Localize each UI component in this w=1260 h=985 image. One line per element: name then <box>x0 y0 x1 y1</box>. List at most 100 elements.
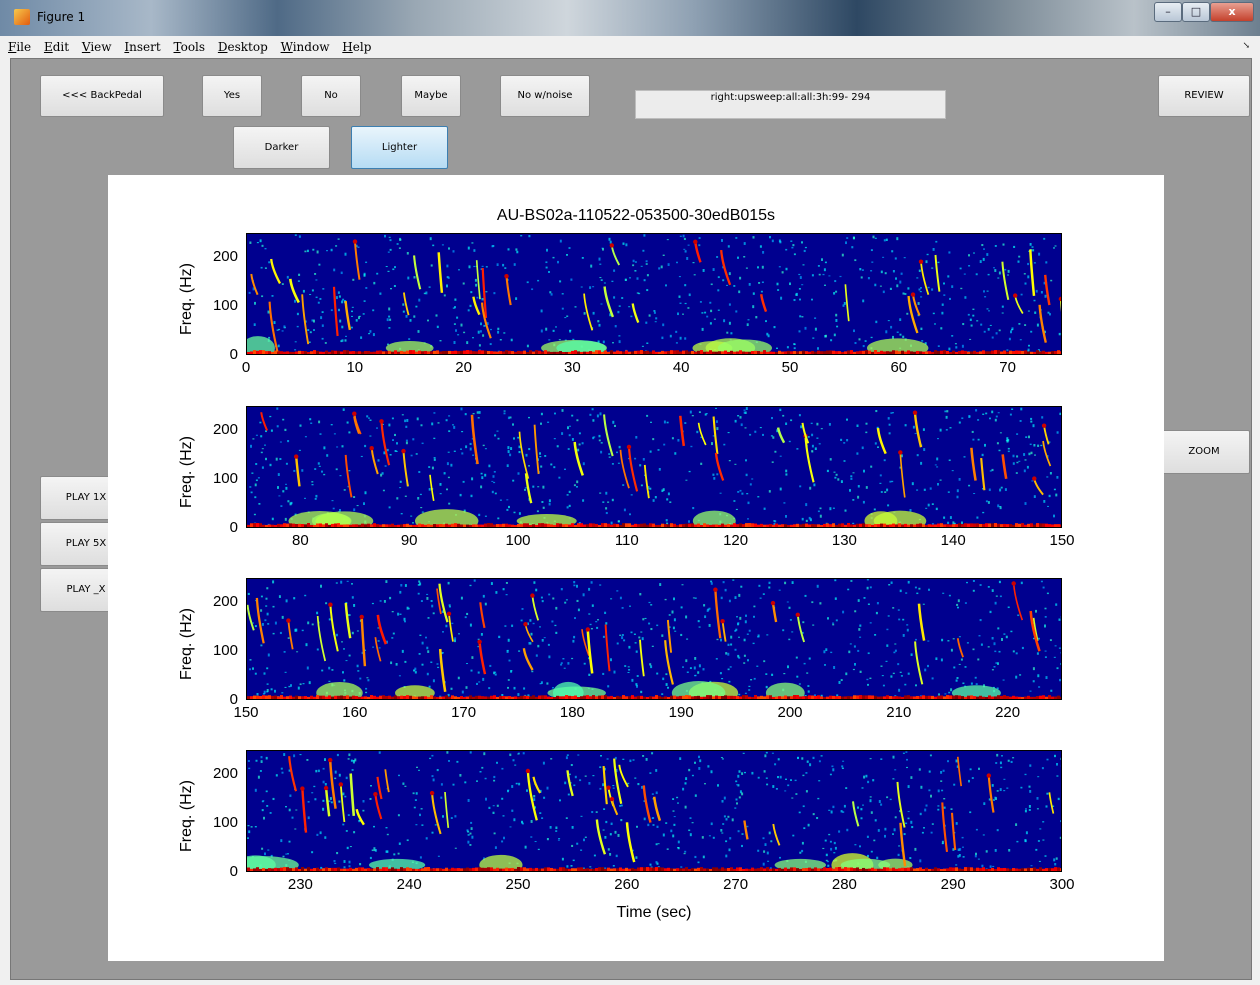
noise-speck <box>788 699 790 700</box>
low-band <box>286 696 289 699</box>
noise-speck <box>485 266 488 268</box>
low-band <box>784 351 787 354</box>
noise-speck <box>665 519 668 522</box>
low-band <box>904 523 907 527</box>
low-band <box>1033 351 1036 354</box>
menu-desktop[interactable]: Desktop <box>217 40 268 54</box>
noise-speck <box>290 684 292 687</box>
maybe-button[interactable]: Maybe <box>401 75 461 117</box>
backpedal-button[interactable]: <<< BackPedal <box>40 75 164 117</box>
noise-speck <box>904 293 907 295</box>
call-peak <box>328 602 333 607</box>
noise-speck <box>330 309 333 312</box>
low-band <box>442 350 445 354</box>
y-axis-label: Freq. (Hz) <box>178 436 195 508</box>
low-band <box>352 695 355 699</box>
low-band <box>793 524 796 527</box>
noise-speck <box>414 667 417 671</box>
low-band <box>871 867 874 871</box>
menu-edit[interactable]: Edit <box>43 40 70 54</box>
noise-speck <box>662 677 665 681</box>
call-peak <box>912 410 918 415</box>
noise-speck <box>792 244 795 247</box>
no-button[interactable]: No <box>301 75 361 117</box>
minimize-button[interactable]: – <box>1154 2 1182 22</box>
noise-blob <box>765 682 805 699</box>
low-band <box>583 524 586 527</box>
x-tick-label: 170 <box>451 704 477 721</box>
noise-speck <box>662 488 665 492</box>
noise-speck <box>1001 312 1004 314</box>
noise-speck <box>964 602 967 604</box>
low-band <box>358 696 361 699</box>
low-band <box>649 867 652 871</box>
no-with-noise-button[interactable]: No w/noise <box>500 75 590 117</box>
review-button[interactable]: REVIEW <box>1158 75 1250 117</box>
noise-speck <box>256 693 259 696</box>
noise-speck <box>571 826 574 829</box>
low-band <box>838 523 841 527</box>
noise-speck <box>380 473 383 477</box>
noise-speck <box>982 413 985 415</box>
menu-tools[interactable]: Tools <box>173 40 206 54</box>
call-trace <box>956 638 964 658</box>
menu-window[interactable]: Window <box>280 40 330 54</box>
noise-speck <box>843 302 846 305</box>
noise-speck <box>747 319 750 321</box>
noise-speck <box>298 449 301 452</box>
noise-speck <box>528 642 531 645</box>
noise-speck <box>389 596 392 600</box>
low-band <box>424 524 427 527</box>
noise-speck <box>735 310 738 313</box>
dock-arrow-icon[interactable]: ↘ <box>1242 41 1250 51</box>
darker-button[interactable]: Darker <box>233 126 330 169</box>
noise-speck <box>937 483 939 486</box>
noise-speck <box>1008 849 1011 852</box>
low-band <box>859 523 862 527</box>
noise-speck <box>343 866 346 869</box>
low-band <box>1009 524 1012 527</box>
menu-insert[interactable]: Insert <box>124 40 161 54</box>
noise-speck <box>387 343 389 346</box>
noise-speck <box>677 802 679 804</box>
yes-button[interactable]: Yes <box>202 75 262 117</box>
menu-view[interactable]: View <box>81 40 112 54</box>
call-trace <box>374 637 382 662</box>
noise-speck <box>276 329 279 331</box>
noise-speck <box>727 652 730 656</box>
low-band <box>751 696 754 699</box>
noise-speck <box>548 339 551 341</box>
noise-speck <box>725 652 728 655</box>
low-band <box>712 351 715 354</box>
noise-speck <box>968 265 971 267</box>
menu-file[interactable]: File <box>8 40 32 54</box>
noise-speck <box>281 615 284 619</box>
menu-help[interactable]: Help <box>342 40 372 54</box>
noise-speck <box>935 657 938 661</box>
noise-speck <box>549 826 552 829</box>
noise-speck <box>386 833 389 836</box>
low-band <box>637 867 640 871</box>
noise-speck <box>866 678 869 681</box>
noise-speck <box>469 751 472 754</box>
low-band <box>646 350 649 354</box>
noise-speck <box>879 482 882 484</box>
zoom-button[interactable]: ZOOM <box>1158 430 1250 474</box>
noise-speck <box>662 254 665 256</box>
noise-speck <box>560 662 563 664</box>
close-button[interactable]: x <box>1210 2 1254 22</box>
maximize-button[interactable]: □ <box>1182 2 1210 22</box>
noise-speck <box>373 825 375 828</box>
noise-speck <box>639 593 642 596</box>
low-band <box>760 351 763 354</box>
low-band <box>343 695 346 699</box>
noise-speck <box>447 451 450 453</box>
noise-speck <box>518 451 521 454</box>
noise-speck <box>800 425 803 429</box>
noise-speck <box>285 483 287 485</box>
low-band <box>250 351 253 354</box>
noise-speck <box>480 322 482 326</box>
lighter-button[interactable]: Lighter <box>351 126 448 169</box>
noise-speck <box>532 485 535 488</box>
low-band <box>313 696 316 699</box>
